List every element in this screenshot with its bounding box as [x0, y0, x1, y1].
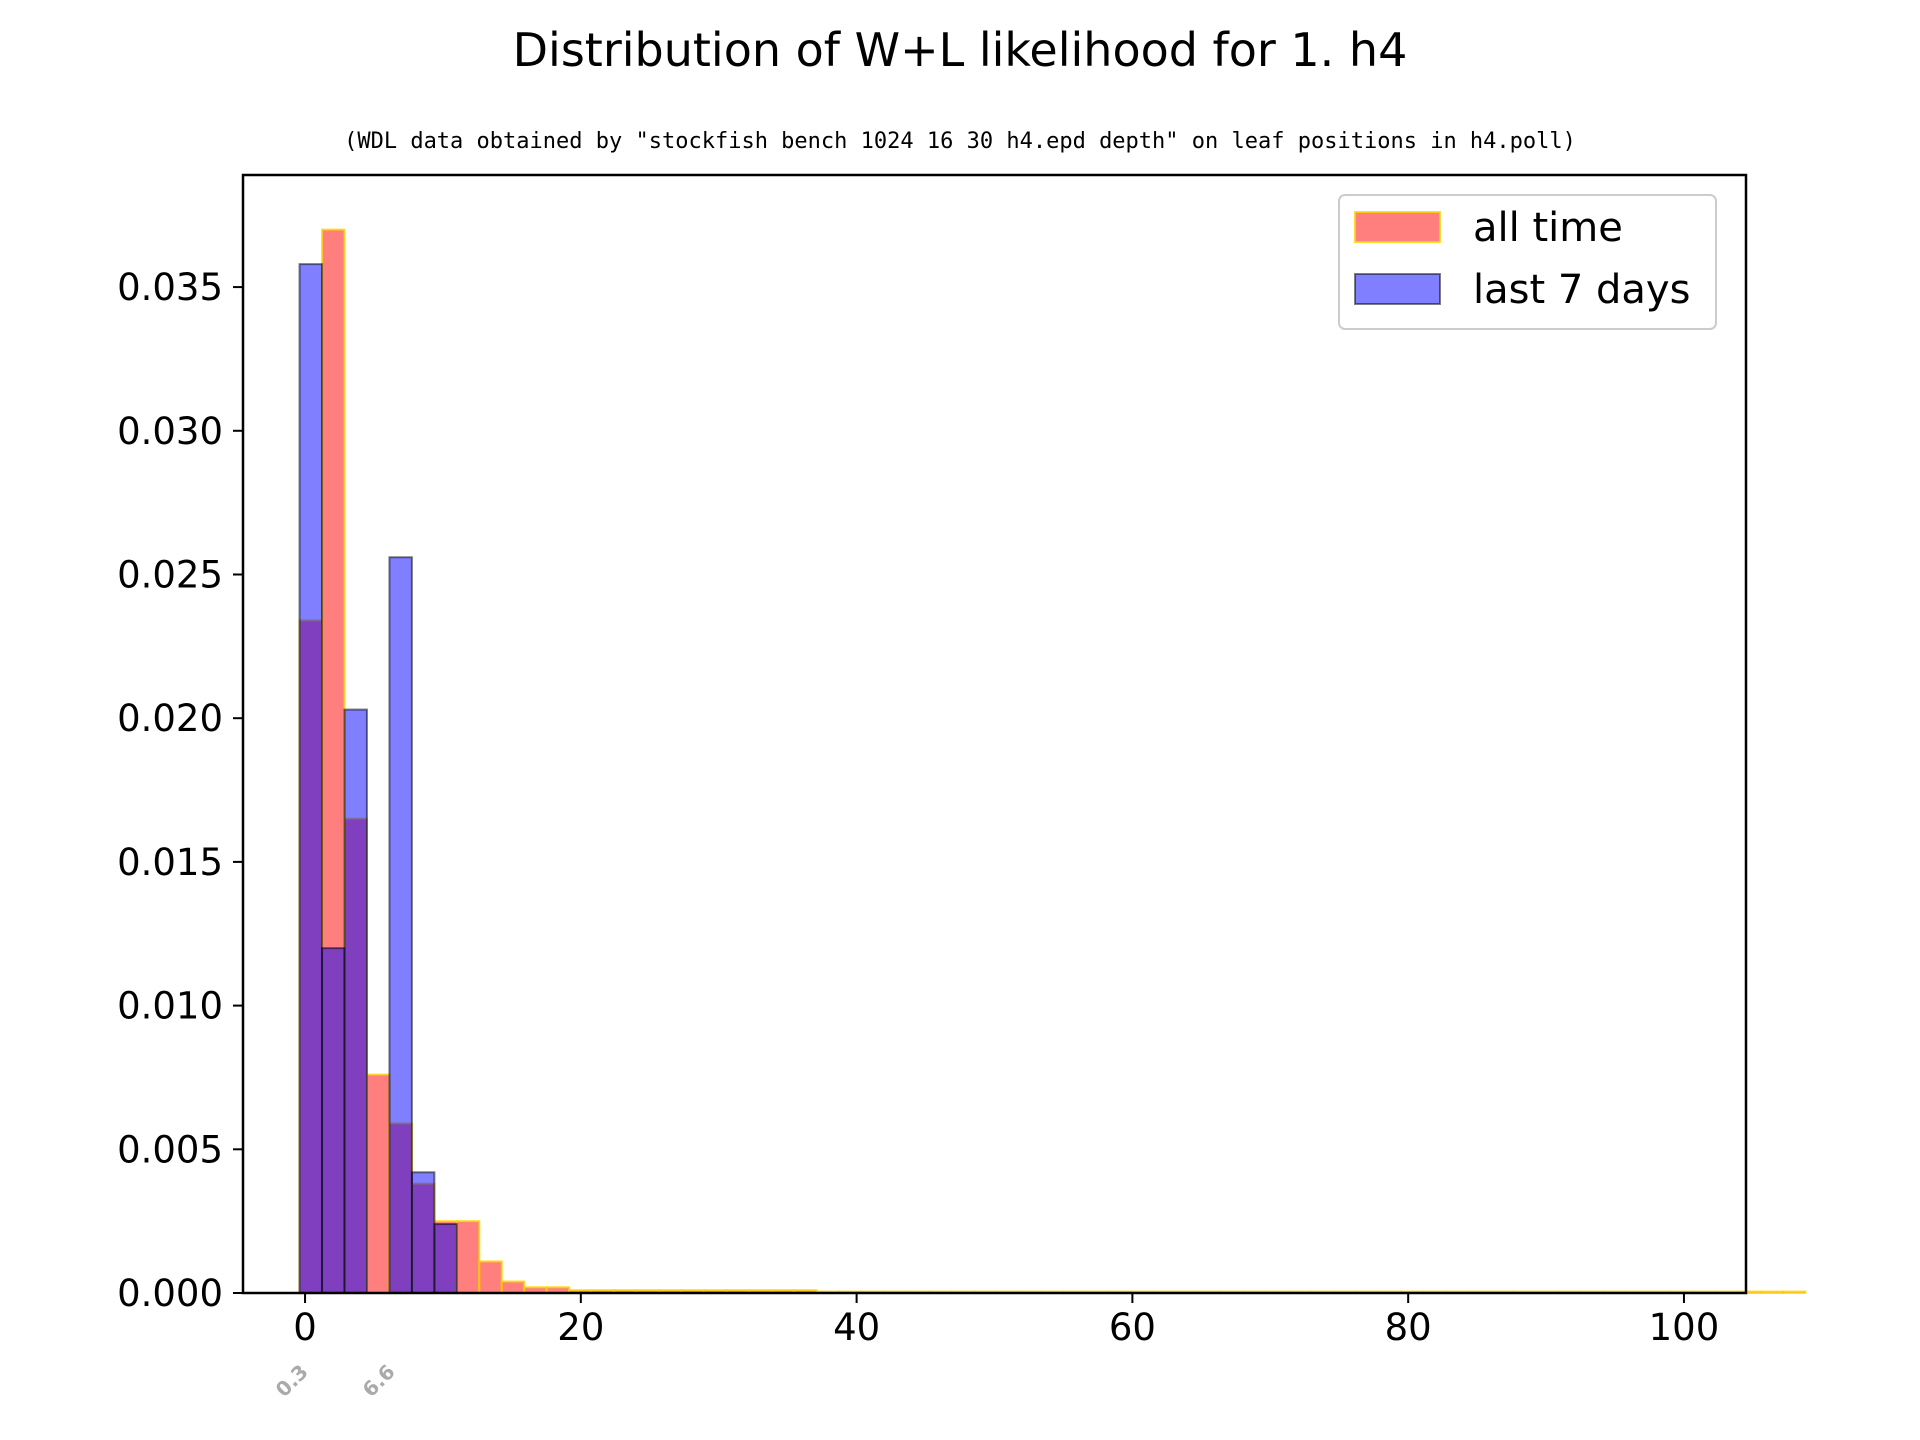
x-tick-label: 60 — [1109, 1306, 1156, 1349]
series-last-7-days — [298, 263, 458, 1295]
y-tick-label: 0.030 — [117, 410, 223, 453]
legend-swatch-last-7-days — [1354, 273, 1441, 305]
legend-label-last-7-days: last 7 days — [1473, 267, 1690, 313]
y-tick-label: 0.020 — [117, 697, 223, 740]
y-tick-label: 0.035 — [117, 266, 223, 309]
bar-last-7-days — [388, 556, 413, 1294]
bar-last-7-days — [343, 708, 368, 1294]
bar-all-time — [1781, 1290, 1807, 1295]
bar-all-time — [478, 1260, 503, 1295]
x-tick-label: 100 — [1649, 1306, 1720, 1349]
y-tick-label: 0.015 — [117, 841, 223, 884]
bar-last-7-days — [433, 1223, 458, 1295]
bar-all-time — [365, 1073, 391, 1294]
y-tick-label: 0.000 — [117, 1272, 223, 1315]
x-tick-label: 20 — [557, 1306, 604, 1349]
y-tick-label: 0.005 — [117, 1128, 223, 1171]
y-tick-label: 0.025 — [117, 553, 223, 596]
chart-subtitle: (WDL data obtained by "stockfish bench 1… — [344, 129, 1576, 154]
legend-label-all-time: all time — [1473, 205, 1623, 251]
bar-all-time — [1759, 1290, 1784, 1295]
legend-swatch-all-time — [1354, 211, 1441, 243]
plot-frame — [241, 173, 1748, 1295]
bar-all-time — [455, 1220, 481, 1294]
bar-all-time — [500, 1280, 526, 1295]
bar-last-7-days — [298, 263, 324, 1295]
legend: all time last 7 days — [1338, 194, 1717, 330]
y-tick-label: 0.010 — [117, 985, 223, 1028]
x-tick-label: 40 — [833, 1306, 880, 1349]
bar-last-7-days — [321, 947, 346, 1294]
bar-last-7-days — [410, 1171, 436, 1295]
chart-title: Distribution of W+L likelihood for 1. h4 — [513, 23, 1408, 77]
x-axis: 0 20 40 60 80 100 — [293, 1293, 1719, 1349]
y-axis: 0.000 0.005 0.010 0.015 0.020 0.025 0.030 0.035 — [117, 266, 243, 1315]
x-tick-label: 0 — [293, 1306, 317, 1349]
x-tick-label: 80 — [1385, 1306, 1432, 1349]
